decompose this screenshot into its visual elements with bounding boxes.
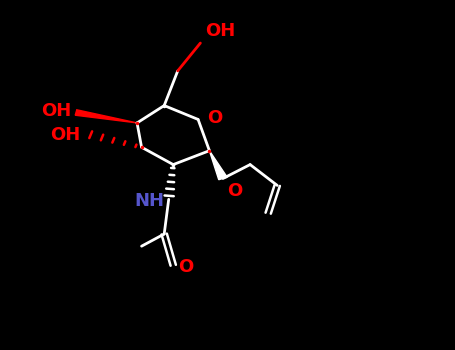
Text: O: O — [207, 109, 222, 127]
Text: OH: OH — [205, 22, 235, 40]
Text: OH: OH — [41, 102, 71, 120]
Polygon shape — [75, 110, 137, 123]
Text: O: O — [228, 182, 243, 200]
Text: NH: NH — [134, 192, 164, 210]
Text: O: O — [178, 258, 193, 276]
Text: OH: OH — [51, 126, 81, 144]
Polygon shape — [209, 151, 227, 180]
